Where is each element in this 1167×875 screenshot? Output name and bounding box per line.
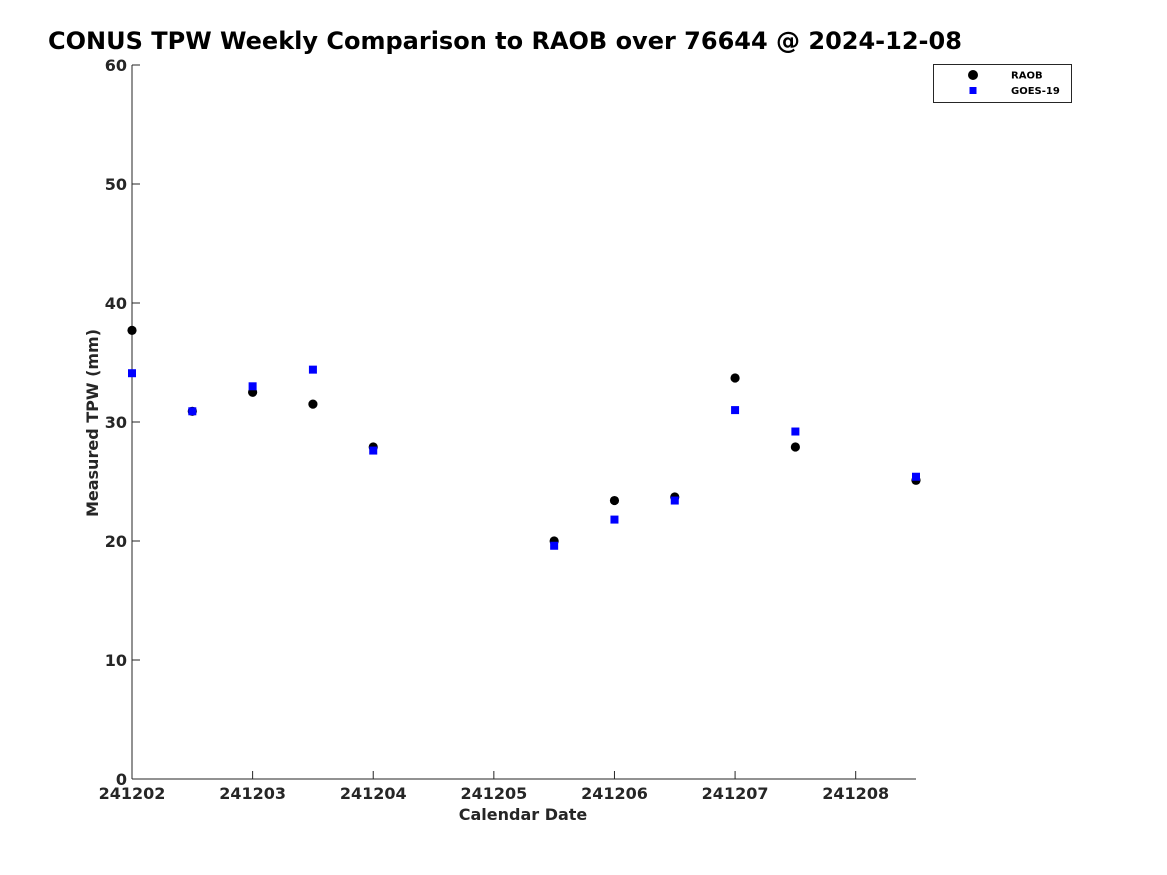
- legend-raob-marker: [968, 70, 978, 80]
- y-axis-label: Measured TPW (mm): [83, 329, 102, 517]
- legend: RAOB GOES-19: [933, 64, 1072, 103]
- goes-19-point: [308, 365, 317, 374]
- x-tick-label: 241203: [219, 784, 286, 803]
- goes-19-point: [248, 382, 257, 391]
- goes-19-point: [610, 515, 619, 524]
- goes-19-point: [188, 407, 197, 416]
- x-tick-label: 241206: [581, 784, 648, 803]
- legend-goes-19-marker: [969, 87, 977, 94]
- x-axis-label: Calendar Date: [459, 805, 588, 824]
- y-tick-label: 0: [116, 770, 127, 789]
- x-tick-label: 241205: [460, 784, 527, 803]
- goes-19-point: [369, 446, 378, 455]
- y-tick-label: 10: [105, 651, 127, 670]
- raob-point: [790, 442, 800, 452]
- goes-19-point: [128, 369, 136, 378]
- y-tick-label: 60: [105, 56, 127, 75]
- goes-19-point: [791, 427, 800, 436]
- legend-box: [933, 64, 1072, 103]
- legend-raob-label: RAOB: [1011, 71, 1043, 82]
- x-tick-label: 241204: [340, 784, 407, 803]
- axes: [131, 65, 916, 780]
- chart-title: CONUS TPW Weekly Comparison to RAOB over…: [48, 27, 962, 55]
- legend-goes-19-label: GOES-19: [1011, 86, 1060, 97]
- raob-point: [730, 373, 740, 383]
- goes-19-point: [731, 406, 740, 415]
- x-tick-label: 241208: [822, 784, 889, 803]
- raob-point: [609, 495, 620, 506]
- raob-point: [308, 399, 318, 409]
- y-tick-label: 20: [105, 532, 127, 551]
- x-tick-label: 241202: [99, 784, 166, 803]
- y-tick-label: 30: [105, 413, 127, 432]
- x-axis-ticks: 241202 241203 241204 241205 241206 241207 2412…: [99, 771, 889, 803]
- y-axis-ticks: 0 10 20 30 40 50 60: [105, 56, 140, 789]
- goes-19-point: [912, 472, 920, 481]
- goes-19-point: [670, 496, 679, 505]
- goes-19-point: [550, 541, 559, 550]
- data-points: [127, 325, 921, 550]
- x-tick-label: 241207: [702, 784, 769, 803]
- y-tick-label: 40: [105, 294, 127, 313]
- raob-point: [127, 325, 137, 335]
- y-tick-label: 50: [105, 175, 127, 194]
